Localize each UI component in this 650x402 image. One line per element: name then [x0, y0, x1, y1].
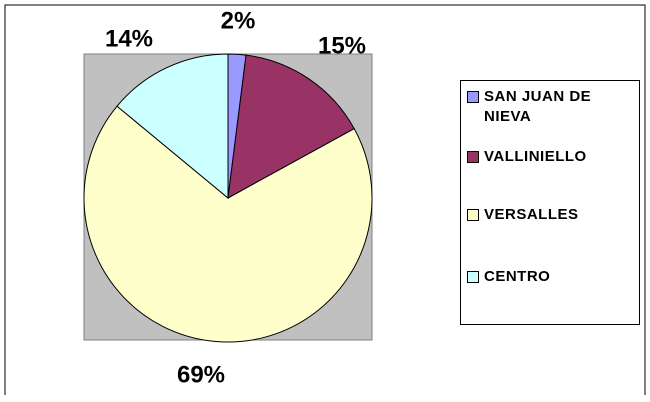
legend-swatch [467, 151, 479, 163]
pie-slice [116, 53, 229, 200]
pie-slice [227, 54, 355, 199]
data-label: 15% [318, 32, 366, 59]
data-label: 69% [177, 361, 225, 388]
legend-swatch [467, 271, 479, 283]
data-label: 2% [221, 7, 256, 34]
legend-label: VERSALLES [484, 206, 579, 223]
chart-border [4, 4, 646, 395]
pie-slice [83, 105, 373, 343]
legend-label: SAN JUAN DE NIEVA [484, 88, 592, 125]
legend: SAN JUAN DE NIEVA VALLINIELLO VERSALLES CEN… [460, 80, 640, 325]
legend-swatch [467, 91, 479, 103]
legend-label: VALLINIELLO [484, 148, 587, 165]
data-label: 14% [105, 25, 153, 52]
legend-label: CENTRO [484, 268, 551, 285]
legend-swatch [467, 209, 479, 221]
